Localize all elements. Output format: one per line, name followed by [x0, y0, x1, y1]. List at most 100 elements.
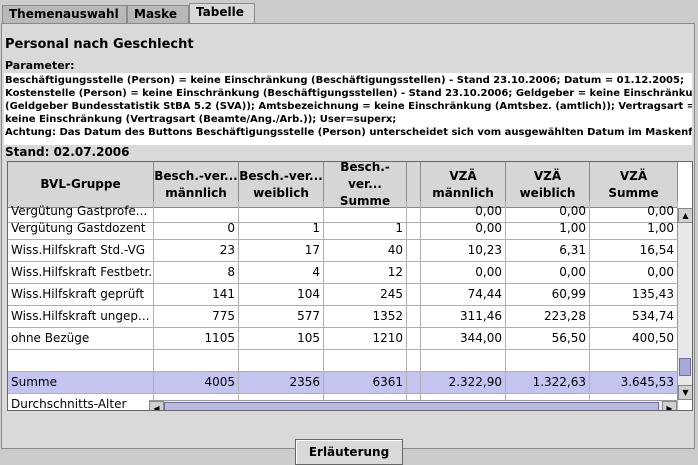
table-cell-besch-weiblich[interactable]: 104	[239, 284, 324, 306]
table-cell-spacer[interactable]	[407, 218, 421, 240]
table-cell-besch-maennlich[interactable]: 4005	[154, 372, 239, 394]
table-cell-vzae-maennlich[interactable]: 0,00	[421, 201, 506, 223]
table-cell-bvl-gruppe[interactable]	[8, 350, 154, 372]
table-cell-spacer[interactable]	[407, 284, 421, 306]
table-cell-vzae-summe[interactable]: 16,54	[590, 240, 678, 262]
column-header-bvl-gruppe[interactable]: BVL-Gruppe	[8, 162, 154, 208]
table-cell-besch-summe[interactable]: 40	[324, 240, 407, 262]
table-cell-besch-weiblich[interactable]: 17	[239, 240, 324, 262]
table-cell-bvl-gruppe[interactable]: Summe	[8, 372, 154, 394]
table-cell-besch-weiblich[interactable]	[239, 201, 324, 223]
table-cell-vzae-maennlich[interactable]: 0,00	[421, 218, 506, 240]
erlaeuterung-button[interactable]: Erläuterung	[295, 439, 403, 465]
table-cell-spacer[interactable]	[407, 306, 421, 328]
table-cell-vzae-summe[interactable]: 1,00	[590, 218, 678, 240]
tab-tabelle[interactable]: Tabelle	[189, 3, 255, 24]
table-row[interactable]: Wiss.Hilfskraft geprüft 141 104 245 74,44 60,…	[8, 284, 684, 306]
table-cell-besch-summe[interactable]	[324, 201, 407, 223]
table-cell-bvl-gruppe[interactable]: Wiss.Hilfskraft ungep...	[8, 306, 154, 328]
table-cell-besch-maennlich[interactable]: 8	[154, 262, 239, 284]
table-row[interactable]: Vergütung Gastprofe... 0,00 0,00 0,00	[8, 201, 684, 223]
table-cell-spacer[interactable]	[407, 201, 421, 223]
scroll-up-icon[interactable]: ▲	[678, 208, 692, 223]
table-cell-spacer[interactable]	[407, 240, 421, 262]
column-header-vzae-summe[interactable]: VZÄ Summe	[590, 162, 678, 208]
table-row[interactable]: Summe 4005 2356 6361 2.322,90 1.322,63 3.645,5…	[8, 372, 684, 394]
table-cell-vzae-weiblich[interactable]: 6,31	[506, 240, 590, 262]
table-cell-vzae-weiblich[interactable]: 1.322,63	[506, 372, 590, 394]
table-cell-besch-summe[interactable]: 6361	[324, 372, 407, 394]
table-cell-vzae-maennlich[interactable]: 344,00	[421, 328, 506, 350]
table-row[interactable]: Wiss.Hilfskraft Std.-VG 23 17 40 10,23 6,31 16…	[8, 240, 684, 262]
table-cell-besch-maennlich[interactable]: 23	[154, 240, 239, 262]
table-row[interactable]: ohne Bezüge 1105 105 1210 344,00 56,50 400,50	[8, 328, 684, 350]
table-cell-besch-maennlich[interactable]: 0	[154, 218, 239, 240]
table-cell-vzae-maennlich[interactable]: 2.322,90	[421, 372, 506, 394]
table-cell-bvl-gruppe[interactable]: Wiss.Hilfskraft Std.-VG	[8, 240, 154, 262]
table-cell-vzae-summe[interactable]: 0,00	[590, 262, 678, 284]
column-header-besch-maennlich[interactable]: Besch.-ver... männlich	[154, 162, 239, 208]
table-cell-vzae-weiblich[interactable]: 60,99	[506, 284, 590, 306]
table-cell-vzae-summe[interactable]: 534,74	[590, 306, 678, 328]
table-cell-vzae-maennlich[interactable]: 0,00	[421, 262, 506, 284]
table-cell-vzae-maennlich[interactable]: 10,23	[421, 240, 506, 262]
tab-maske[interactable]: Maske	[127, 5, 189, 23]
table-cell-vzae-weiblich[interactable]: 223,28	[506, 306, 590, 328]
table-cell-bvl-gruppe[interactable]: Durchschnitts-Alter	[8, 394, 154, 410]
table-cell-vzae-summe[interactable]	[590, 350, 678, 372]
table-cell-besch-summe[interactable]: 12	[324, 262, 407, 284]
column-header-spacer[interactable]	[407, 162, 421, 208]
column-header-besch-summe[interactable]: Besch.-ver... Summe	[324, 162, 407, 208]
table-cell-vzae-weiblich[interactable]: 56,50	[506, 328, 590, 350]
horizontal-scroll-thumb[interactable]	[164, 402, 659, 410]
table-cell-vzae-maennlich[interactable]: 74,44	[421, 284, 506, 306]
tab-themenauswahl[interactable]: Themenauswahl	[2, 5, 127, 23]
table-cell-besch-weiblich[interactable]: 1	[239, 218, 324, 240]
table-cell-bvl-gruppe[interactable]: Wiss.Hilfskraft Festbetr.	[8, 262, 154, 284]
vertical-scroll-thumb[interactable]	[679, 358, 691, 376]
table-cell-besch-summe[interactable]: 245	[324, 284, 407, 306]
scroll-right-icon[interactable]: ▶	[662, 401, 677, 410]
table-cell-bvl-gruppe[interactable]: Wiss.Hilfskraft geprüft	[8, 284, 154, 306]
table-cell-besch-maennlich[interactable]	[154, 350, 239, 372]
table-cell-vzae-maennlich[interactable]: 311,46	[421, 306, 506, 328]
table-cell-spacer[interactable]	[407, 350, 421, 372]
table-cell-bvl-gruppe[interactable]: ohne Bezüge	[8, 328, 154, 350]
table-cell-bvl-gruppe[interactable]: Vergütung Gastdozent	[8, 218, 154, 240]
table-cell-spacer[interactable]	[407, 262, 421, 284]
table-cell-besch-weiblich[interactable]: 105	[239, 328, 324, 350]
table-row[interactable]	[8, 350, 684, 372]
table-cell-vzae-weiblich[interactable]: 1,00	[506, 218, 590, 240]
table-cell-spacer[interactable]	[407, 328, 421, 350]
table-cell-besch-maennlich[interactable]: 141	[154, 284, 239, 306]
table-cell-besch-summe[interactable]: 1210	[324, 328, 407, 350]
table-cell-besch-maennlich[interactable]: 1105	[154, 328, 239, 350]
table-cell-besch-summe[interactable]	[324, 350, 407, 372]
table-cell-besch-weiblich[interactable]: 2356	[239, 372, 324, 394]
table-cell-bvl-gruppe[interactable]: Vergütung Gastprofe...	[8, 201, 154, 223]
table-row[interactable]: Wiss.Hilfskraft ungep... 775 577 1352 311,46…	[8, 306, 684, 328]
table-cell-vzae-maennlich[interactable]	[421, 350, 506, 372]
table-cell-vzae-weiblich[interactable]: 0,00	[506, 262, 590, 284]
table-cell-spacer[interactable]	[407, 372, 421, 394]
table-cell-vzae-weiblich[interactable]	[506, 350, 590, 372]
table-cell-besch-maennlich[interactable]	[154, 201, 239, 223]
table-cell-besch-weiblich[interactable]: 577	[239, 306, 324, 328]
table-cell-vzae-summe[interactable]	[590, 394, 678, 410]
table-cell-besch-maennlich[interactable]: 775	[154, 306, 239, 328]
table-row[interactable]: Wiss.Hilfskraft Festbetr. 8 4 12 0,00 0,00 0,0…	[8, 262, 684, 284]
table-cell-besch-weiblich[interactable]: 4	[239, 262, 324, 284]
column-header-vzae-maennlich[interactable]: VZÄ männlich	[421, 162, 506, 208]
scroll-down-icon[interactable]: ▼	[678, 385, 692, 400]
horizontal-scrollbar[interactable]: ◀ ▶	[149, 400, 677, 410]
table-cell-besch-summe[interactable]: 1352	[324, 306, 407, 328]
scroll-left-icon[interactable]: ◀	[149, 401, 164, 410]
table-cell-vzae-weiblich[interactable]: 0,00	[506, 201, 590, 223]
column-header-vzae-weiblich[interactable]: VZÄ weiblich	[506, 162, 590, 208]
column-header-besch-weiblich[interactable]: Besch.-ver... weiblich	[239, 162, 324, 208]
table-row[interactable]: Vergütung Gastdozent 0 1 1 0,00 1,00 1,00	[8, 218, 684, 240]
table-cell-vzae-summe[interactable]: 135,43	[590, 284, 678, 306]
table-cell-besch-weiblich[interactable]	[239, 350, 324, 372]
table-cell-besch-summe[interactable]: 1	[324, 218, 407, 240]
table-cell-vzae-summe[interactable]: 400,50	[590, 328, 678, 350]
